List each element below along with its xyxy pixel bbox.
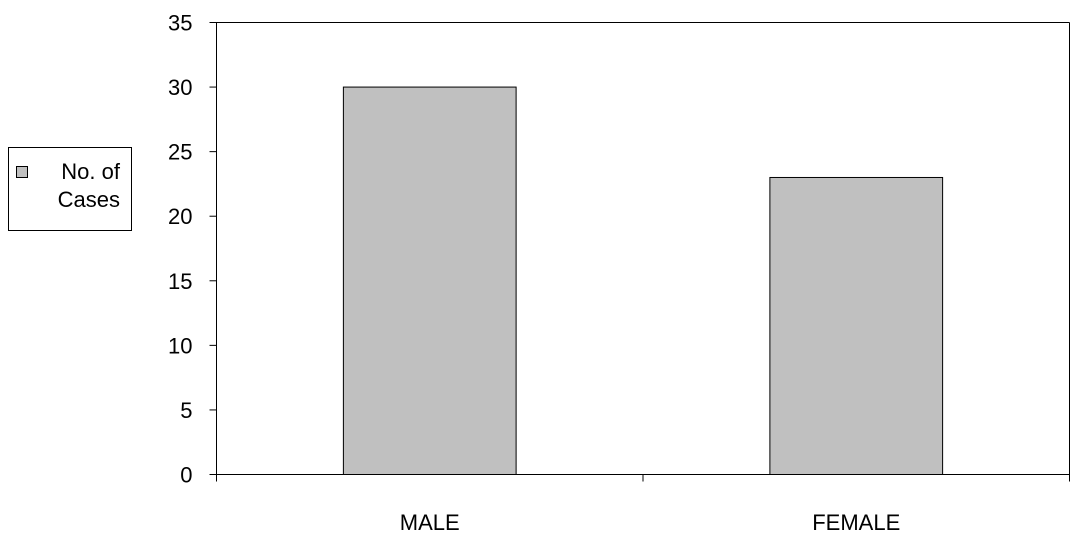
y-tick-label: 20 [168,204,192,229]
x-tick-label: MALE [400,510,460,535]
bars [342,86,944,475]
y-axis: 0 5 10 15 20 25 30 35 [168,11,217,488]
legend-box [8,147,132,231]
y-tick-label: 25 [168,140,192,165]
y-tick-label: 35 [168,11,192,36]
legend-swatch [16,166,28,178]
legend-label-line-2: Cases [58,187,120,212]
bar [769,176,944,475]
x-tick-label: FEMALE [812,510,900,535]
legend-label-line-1: No. of [61,159,121,184]
legend: No. of Cases [8,147,132,231]
y-tick-label: 10 [168,333,192,358]
y-tick-label: 5 [180,398,192,423]
y-tick-label: 15 [168,269,192,294]
y-tick-label: 30 [168,75,192,100]
y-tick-label: 0 [180,463,192,488]
x-axis: MALE FEMALE [216,474,1070,535]
bar [342,86,517,475]
